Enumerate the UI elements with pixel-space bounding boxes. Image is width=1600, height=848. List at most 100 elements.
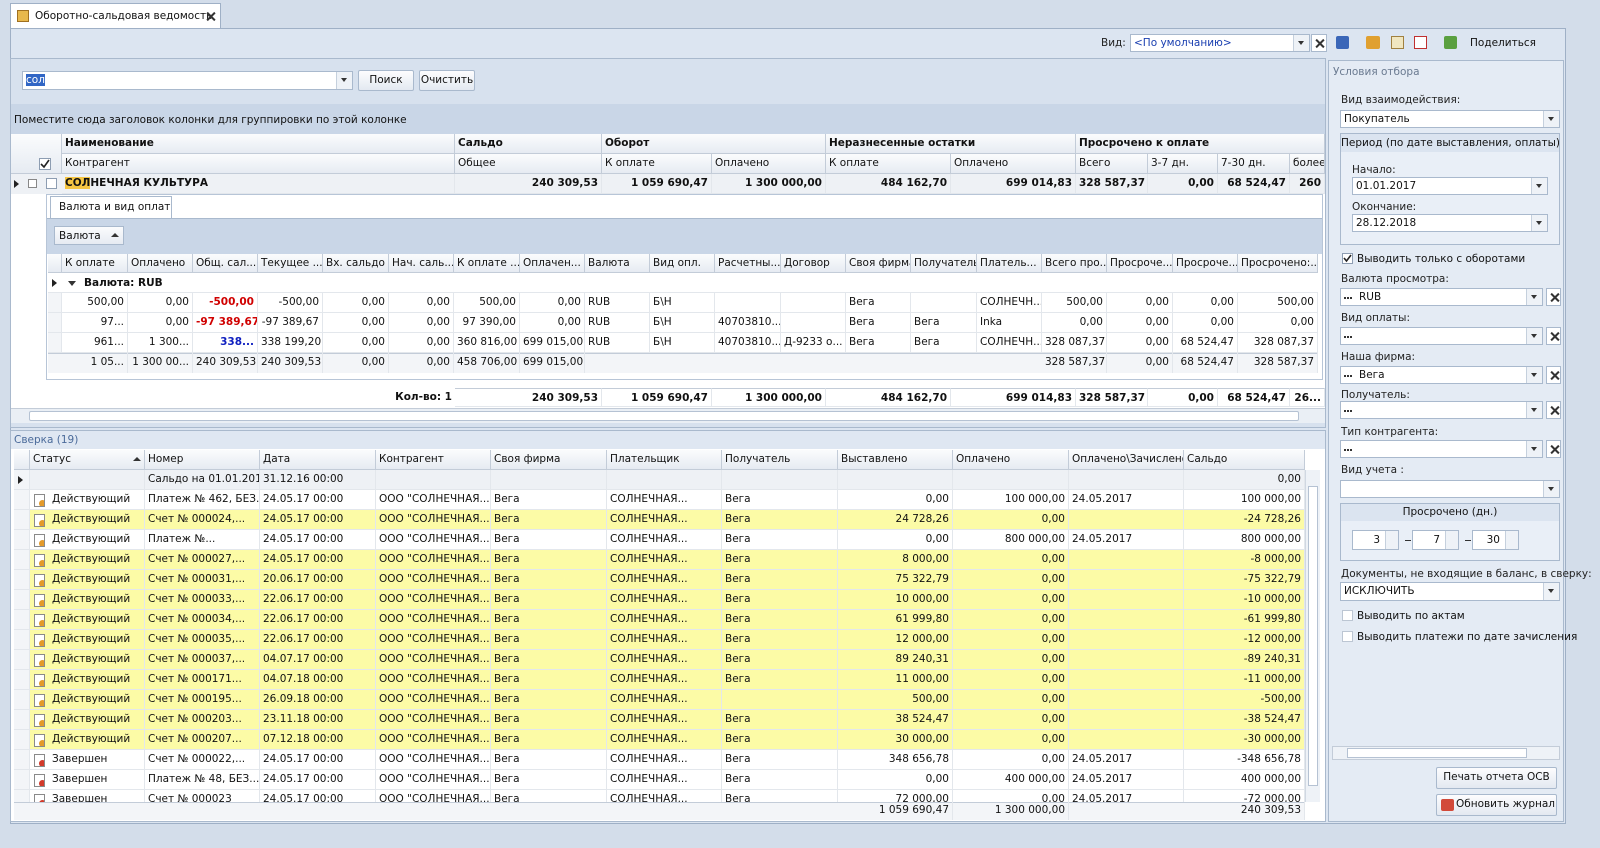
cell: 0,00: [1184, 470, 1305, 490]
dropdown[interactable]: [1293, 35, 1309, 51]
cell: 500,00: [1238, 293, 1318, 313]
v-scrollbar[interactable]: [1305, 470, 1320, 802]
edit-icon[interactable]: [1391, 36, 1404, 49]
footer-count: Кол-во: 1: [395, 391, 452, 403]
accounting-combo[interactable]: [1340, 480, 1560, 498]
cell: 04.07.18 00:00: [260, 670, 376, 690]
cell: Действующий: [30, 650, 145, 670]
clear-button[interactable]: Очистить: [419, 70, 475, 91]
cell: Вега: [491, 630, 607, 650]
detail-tab[interactable]: Валюта и вид оплаты: [50, 196, 172, 218]
ellipsis-button[interactable]: [1344, 410, 1352, 412]
status-badge: [39, 560, 44, 566]
refresh-icon[interactable]: [1366, 36, 1380, 49]
cell: ООО "СОЛНЕЧНАЯ...: [376, 490, 491, 510]
cell: ООО "СОЛНЕЧНАЯ...: [376, 790, 491, 802]
save-icon[interactable]: [1336, 36, 1349, 49]
scroll-thumb[interactable]: [1308, 486, 1318, 786]
cell: -348 656,78: [1184, 750, 1305, 770]
cell: СОЛНЕЧН...: [977, 293, 1042, 313]
dropdown[interactable]: [1526, 289, 1542, 305]
cell: Вега: [722, 510, 838, 530]
checkbox-label: Выводить по актам: [1357, 610, 1465, 622]
ellipsis-button[interactable]: [1344, 336, 1352, 338]
checkbox-label: Выводить платежи по дате зачисления: [1357, 631, 1578, 643]
dropdown[interactable]: [1531, 215, 1547, 231]
end-date[interactable]: 28.12.2018: [1352, 214, 1548, 232]
footer-cell: 0,00: [1148, 388, 1218, 407]
dropdown[interactable]: [1526, 402, 1542, 418]
dropdown[interactable]: [1543, 111, 1559, 127]
start-date[interactable]: 01.01.2017: [1352, 177, 1548, 195]
cell: 0,00: [838, 490, 953, 510]
footer-cell: 240 309,53: [258, 353, 323, 373]
scroll-thumb[interactable]: [1347, 748, 1527, 758]
interaction-combo[interactable]: Покупатель: [1340, 110, 1560, 128]
combo[interactable]: [1340, 401, 1543, 419]
ellipsis-button[interactable]: [1344, 449, 1352, 451]
column-header: Сальдо: [1184, 450, 1305, 470]
group-button[interactable]: Валюта: [54, 226, 124, 245]
view-clear[interactable]: [1311, 34, 1327, 52]
expand-arrow: [68, 281, 76, 290]
cell: ООО "СОЛНЕЧНАЯ...: [376, 710, 491, 730]
combo[interactable]: Вега: [1340, 366, 1543, 384]
combo[interactable]: [1340, 327, 1543, 345]
clear-button[interactable]: [1546, 327, 1561, 345]
cell: [1069, 670, 1184, 690]
status-icon: [34, 754, 45, 767]
dropdown[interactable]: [1526, 328, 1542, 344]
delete-icon[interactable]: [1414, 36, 1427, 49]
cell: [1069, 610, 1184, 630]
share-button[interactable]: Поделиться: [1470, 37, 1536, 49]
h-scrollbar[interactable]: [1332, 746, 1560, 760]
share-icon[interactable]: [1444, 36, 1457, 49]
cell: ООО "СОЛНЕЧНАЯ...: [376, 750, 491, 770]
search-input[interactable]: сол: [22, 71, 353, 90]
cell: [491, 470, 607, 490]
cell: 0,00: [953, 610, 1069, 630]
print-button[interactable]: Печать отчета ОСВ: [1436, 767, 1557, 789]
cell: ООО "СОЛНЕЧНАЯ...: [376, 530, 491, 550]
tab[interactable]: Оборотно-сальдовая ведомость: [10, 3, 221, 29]
footer-cell: 0,00: [389, 353, 454, 373]
refresh-button[interactable]: Обновить журнал: [1436, 794, 1557, 816]
h-scrollbar[interactable]: [11, 408, 1325, 423]
row-indicator: [14, 180, 23, 188]
dropdown[interactable]: [1543, 583, 1559, 600]
combo[interactable]: RUB: [1340, 288, 1543, 306]
cell: Вега: [491, 650, 607, 670]
cell: СОЛНЕЧНАЯ...: [607, 770, 722, 790]
ellipsis-button[interactable]: [1344, 375, 1352, 377]
cell: 0,00: [1107, 293, 1173, 313]
dropdown[interactable]: [1526, 367, 1542, 383]
group-row: [48, 273, 1318, 293]
combo[interactable]: [1340, 440, 1543, 458]
cell: Счет № 000022,...: [145, 750, 260, 770]
dropdown[interactable]: [336, 72, 352, 89]
checkbox[interactable]: [1342, 631, 1353, 642]
clear-button[interactable]: [1546, 401, 1561, 419]
column-header: Контрагент: [376, 450, 491, 470]
scroll-thumb[interactable]: [29, 411, 1299, 421]
checkbox[interactable]: [1342, 610, 1353, 621]
clear-button[interactable]: [1546, 366, 1561, 384]
ellipsis-button[interactable]: [1344, 297, 1352, 299]
status-badge: [39, 640, 44, 646]
docs-combo[interactable]: ИСКЛЮЧИТЬ: [1340, 582, 1560, 601]
dropdown[interactable]: [1531, 178, 1547, 194]
clear-button[interactable]: [1546, 440, 1561, 458]
tab-close[interactable]: [203, 8, 219, 24]
dropdown[interactable]: [1526, 441, 1542, 457]
checkbox-checked[interactable]: [1342, 253, 1353, 264]
view-combo[interactable]: <По умолчанию>: [1130, 34, 1310, 52]
row-gutter: [14, 630, 30, 650]
cell: СОЛНЕЧНАЯ...: [607, 630, 722, 650]
column-header: 7-30 дн.: [1218, 154, 1290, 174]
clear-button[interactable]: [1546, 288, 1561, 306]
cell: Вега: [911, 333, 977, 353]
search-button[interactable]: Поиск: [358, 70, 414, 91]
status-icon: [34, 734, 45, 747]
dropdown[interactable]: [1543, 481, 1559, 497]
cell: 348 656,78: [838, 750, 953, 770]
